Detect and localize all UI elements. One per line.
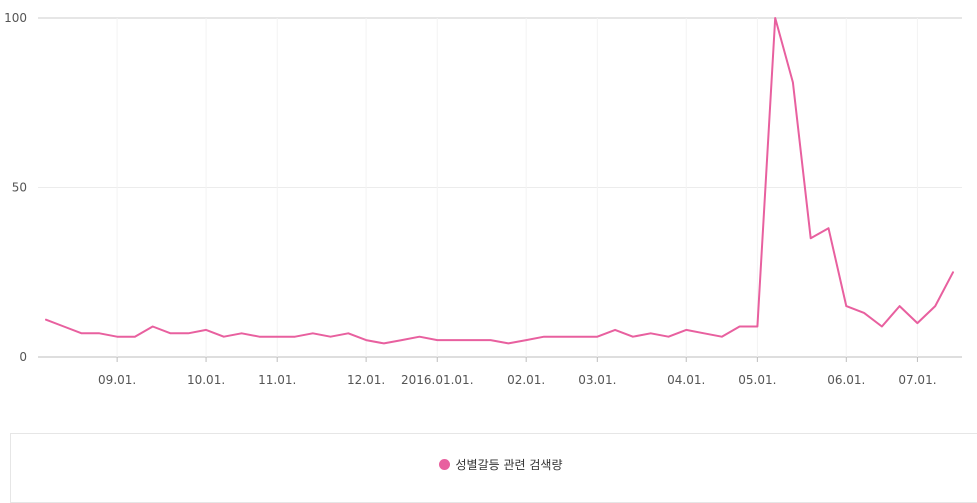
data-point: [827, 226, 831, 230]
data-point: [844, 304, 848, 308]
data-point: [204, 328, 208, 332]
data-point: [631, 335, 635, 339]
data-point: [97, 331, 101, 335]
legend-item-search-volume[interactable]: 성별갈등 관련 검색량: [11, 456, 977, 473]
data-point: [400, 338, 404, 342]
data-point: [542, 335, 546, 339]
x-tick-label: 02.01.: [507, 373, 545, 387]
data-point: [257, 335, 261, 339]
data-point: [346, 331, 350, 335]
data-point: [702, 331, 706, 335]
x-axis: 09.01. 10.01. 11.01. 12.01. 2016.01.01. 02.01…: [98, 357, 937, 387]
series-line-search-volume: [45, 17, 954, 345]
data-point: [809, 236, 813, 240]
data-point: [880, 324, 884, 328]
data-point: [240, 331, 244, 335]
data-point: [773, 16, 777, 20]
gridlines: [38, 17, 962, 358]
legend-label: 성별갈등 관련 검색량: [455, 458, 563, 472]
data-point: [471, 338, 475, 342]
data-point: [862, 311, 866, 315]
x-tick-label: 04.01.: [667, 373, 705, 387]
data-point: [933, 304, 937, 308]
data-point: [915, 321, 919, 325]
y-tick-label: 50: [12, 181, 27, 195]
legend: 성별갈등 관련 검색량: [10, 433, 977, 503]
data-point: [115, 335, 119, 339]
data-point: [133, 335, 137, 339]
data-point: [453, 338, 457, 342]
x-tick-label: 03.01.: [578, 373, 616, 387]
data-point: [898, 304, 902, 308]
x-tick-label: 07.01.: [898, 373, 936, 387]
data-point: [613, 328, 617, 332]
data-point: [738, 324, 742, 328]
data-point: [364, 338, 368, 342]
data-point: [417, 335, 421, 339]
data-point: [524, 338, 528, 342]
y-tick-label: 100: [4, 11, 27, 25]
data-point: [151, 324, 155, 328]
data-point: [311, 331, 315, 335]
y-axis: 0 50 100: [4, 11, 27, 364]
line-chart: 0 50 100 09.01. 10.01. 11.01. 12.01. 2016.01.0…: [4, 11, 962, 387]
data-point: [293, 335, 297, 339]
data-point: [755, 324, 759, 328]
data-point: [666, 335, 670, 339]
data-point: [649, 331, 653, 335]
data-point: [329, 335, 333, 339]
series-layer: [44, 16, 955, 345]
data-point: [684, 328, 688, 332]
data-point: [506, 341, 510, 345]
legend-color-dot: [438, 459, 450, 470]
x-tick-label: 09.01.: [98, 373, 136, 387]
data-point: [435, 338, 439, 342]
data-point: [720, 335, 724, 339]
data-point: [275, 335, 279, 339]
data-point: [382, 341, 386, 345]
data-point: [168, 331, 172, 335]
data-point: [489, 338, 493, 342]
y-tick-label: 0: [19, 350, 27, 364]
data-point: [62, 324, 66, 328]
data-point: [186, 331, 190, 335]
x-tick-label: 10.01.: [187, 373, 225, 387]
data-point: [44, 318, 48, 322]
data-point: [595, 335, 599, 339]
x-tick-label: 12.01.: [347, 373, 385, 387]
data-point: [578, 335, 582, 339]
x-tick-label: 05.01.: [738, 373, 776, 387]
x-tick-label: 2016.01.01.: [401, 373, 474, 387]
data-point: [951, 270, 955, 274]
data-point: [222, 335, 226, 339]
x-tick-label: 11.01.: [258, 373, 296, 387]
data-point: [791, 80, 795, 84]
data-point: [560, 335, 564, 339]
x-tick-label: 06.01.: [827, 373, 865, 387]
data-point: [80, 331, 84, 335]
